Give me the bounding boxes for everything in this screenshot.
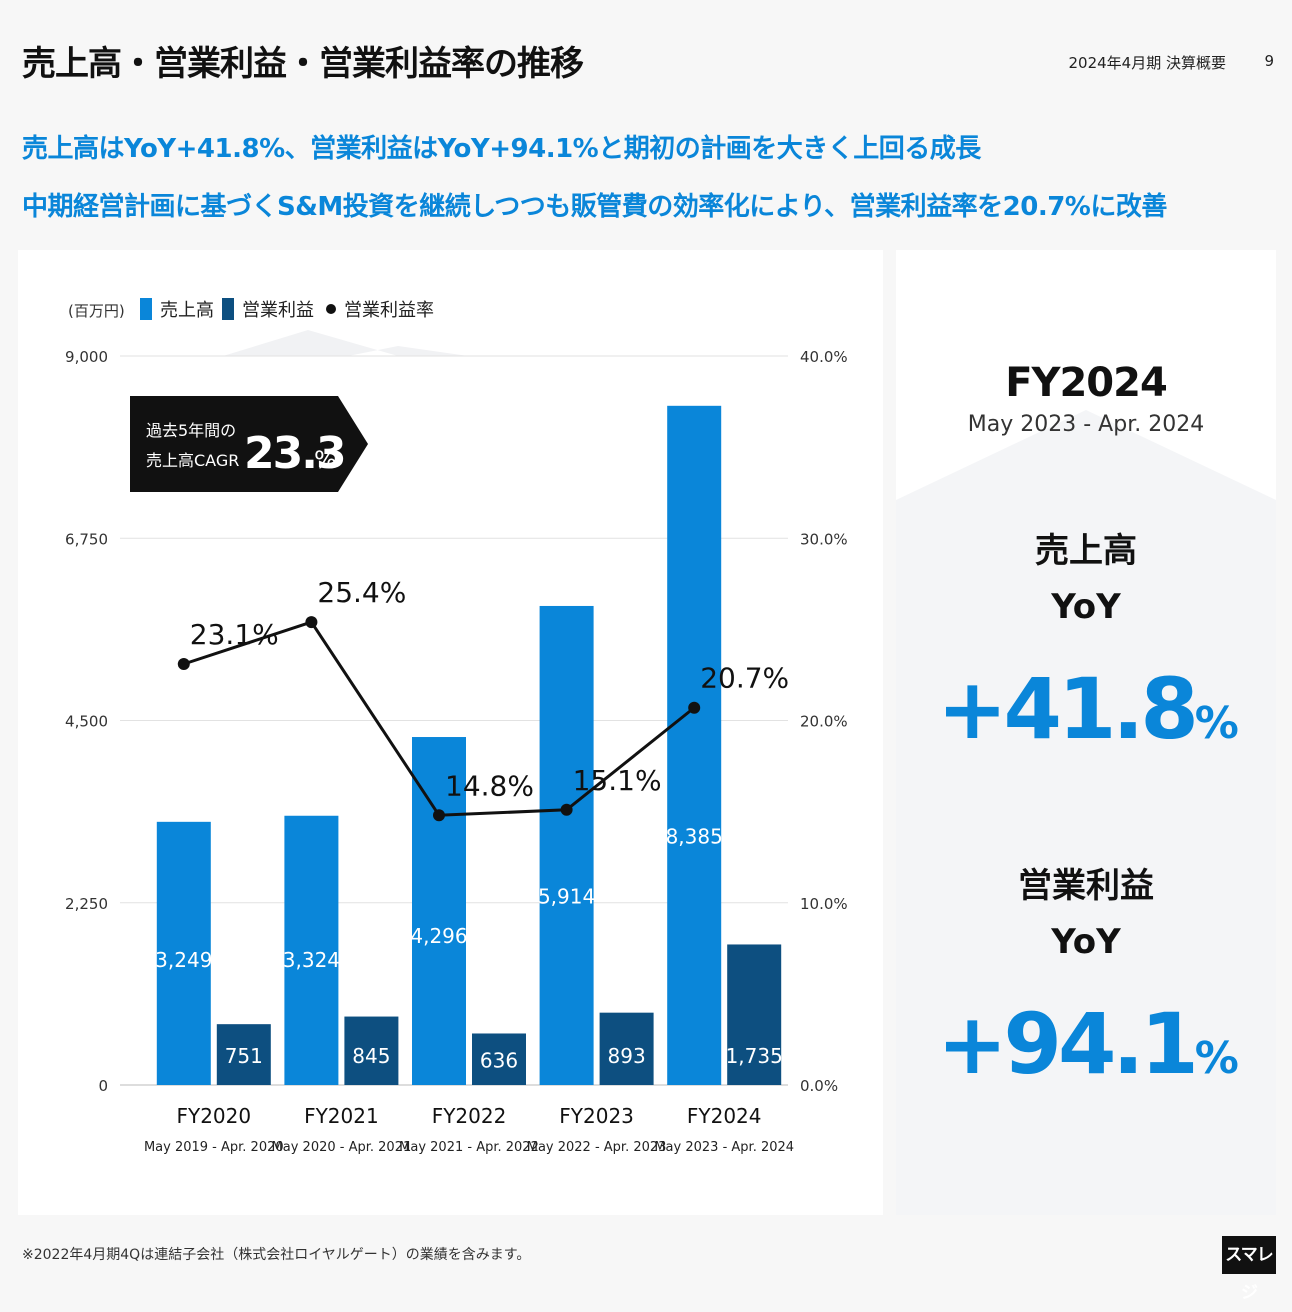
margin-label: 15.1%: [573, 764, 662, 797]
y-right-tick-label: 30.0%: [800, 530, 848, 548]
sales-yoy-number: +41.8: [937, 660, 1199, 758]
x-period-label: May 2019 - Apr. 2020: [144, 1140, 284, 1155]
summary-sales-yoy-value: +41.8%: [896, 660, 1276, 758]
y-right-tick-label: 20.0%: [800, 713, 848, 731]
y-left-tick-label: 4,500: [65, 713, 108, 731]
page-title: 売上高・営業利益・営業利益率の推移: [22, 44, 584, 84]
legend-label: 売上高: [160, 300, 214, 321]
op-yoy-number: +94.1: [937, 995, 1199, 1093]
margin-label: 23.1%: [190, 618, 279, 651]
summary-background: [896, 500, 1276, 1215]
legend-label: 営業利益: [242, 300, 314, 321]
sales-yoy-unit: %: [1194, 698, 1239, 749]
legend-background-shape: [223, 330, 468, 356]
legend-label: 営業利益率: [344, 300, 434, 321]
cagr-callout-value: 23.3: [244, 428, 345, 479]
bar-sales-label: 4,296: [410, 924, 467, 948]
margin-point: [688, 701, 701, 714]
x-tick-label: FY2024: [687, 1104, 762, 1128]
summary-panel: FY2024 May 2023 - Apr. 2024 売上高 YoY +41.…: [896, 250, 1276, 1215]
bar-operating-profit: [472, 1033, 526, 1085]
headline-1: 売上高はYoY+41.8%、営業利益はYoY+94.1%と期初の計画を大きく上回…: [22, 134, 981, 164]
bar-op-label: 636: [480, 1048, 518, 1072]
document-label: 2024年4月期 決算概要: [1068, 54, 1227, 72]
chart-panel: 0 2,250 4,500 6,750 9,000 0.0% 10.0% 20.0% 30.0%…: [18, 250, 883, 1215]
x-period-label: May 2020 - Apr. 2021: [272, 1140, 412, 1155]
margin-point: [177, 658, 190, 671]
margin-point: [305, 616, 318, 629]
summary-fiscal-year: FY2024: [1005, 360, 1168, 406]
bar-op-label: 1,735: [726, 1044, 783, 1068]
summary-op-yoy-label: YoY: [1051, 922, 1121, 962]
company-logo: スマレジ: [1222, 1236, 1276, 1303]
bar-sales: [539, 605, 594, 1085]
bar-operating-profit: [344, 1016, 399, 1085]
margin-point: [560, 803, 573, 816]
legend-swatch: [140, 298, 152, 320]
bar-sales: [667, 405, 722, 1085]
x-period-label: May 2023 - Apr. 2024: [654, 1140, 794, 1155]
y-left-tick-label: 2,250: [65, 895, 108, 913]
x-tick-label: FY2021: [304, 1104, 379, 1128]
bar-sales: [284, 815, 339, 1085]
y-right-tick-label: 10.0%: [800, 895, 848, 913]
bar-sales: [412, 737, 466, 1085]
x-tick-label: FY2022: [432, 1104, 507, 1128]
bar-sales-label: 3,324: [283, 948, 340, 972]
footnote: ※2022年4月期4Qは連結子会社（株式会社ロイヤルゲート）の業績を含みます。: [22, 1247, 531, 1263]
bar-op-label: 893: [608, 1044, 646, 1068]
y-right-tick-label: 0.0%: [800, 1077, 838, 1095]
bar-operating-profit: [599, 1012, 654, 1085]
bar-sales-label: 5,914: [538, 885, 595, 909]
bar-op-label: 751: [225, 1044, 263, 1068]
cagr-callout-unit: %: [314, 446, 337, 474]
y-right-tick-label: 40.0%: [800, 348, 848, 366]
bar-operating-profit: [727, 944, 782, 1085]
bar-sales-label: 3,249: [155, 948, 212, 972]
bar-op-label: 845: [352, 1044, 390, 1068]
revenue-profit-chart: 0 2,250 4,500 6,750 9,000 0.0% 10.0% 20.0% 30.0%…: [65, 298, 848, 1155]
margin-point: [433, 809, 445, 822]
cagr-callout-line2: 売上高CAGR: [146, 451, 239, 470]
margin-label: 25.4%: [317, 576, 406, 609]
summary-op-yoy-value: +94.1%: [896, 995, 1276, 1093]
cagr-callout-box: [130, 396, 368, 492]
bar-sales: [156, 821, 211, 1085]
legend-swatch: [222, 298, 234, 320]
op-yoy-unit: %: [1194, 1033, 1239, 1084]
summary-sales-label: 売上高: [1035, 531, 1137, 571]
margin-label: 14.8%: [445, 769, 534, 802]
x-tick-label: FY2020: [176, 1104, 251, 1128]
legend-marker: [326, 304, 336, 314]
bar-operating-profit: [216, 1024, 271, 1085]
y-left-tick-label: 0: [98, 1077, 108, 1095]
summary-op-label: 営業利益: [1018, 866, 1154, 906]
y-left-tick-label: 9,000: [65, 348, 108, 366]
x-period-label: May 2021 - Apr. 2022: [399, 1140, 539, 1155]
cagr-callout-line1: 過去5年間の: [146, 421, 236, 440]
summary-background-shape: [896, 410, 1276, 500]
page-number: 9: [1264, 52, 1274, 70]
x-tick-label: FY2023: [559, 1104, 634, 1128]
unit-label: (百万円): [68, 302, 125, 320]
bar-sales-label: 8,385: [666, 825, 723, 849]
summary-period: May 2023 - Apr. 2024: [967, 412, 1205, 437]
headline-2: 中期経営計画に基づくS&M投資を継続しつつも販管費の効率化により、営業利益率を2…: [22, 192, 1167, 222]
x-period-label: May 2022 - Apr. 2023: [527, 1140, 667, 1155]
summary-sales-yoy-label: YoY: [1051, 587, 1121, 627]
y-left-tick-label: 6,750: [65, 530, 108, 548]
margin-label: 20.7%: [700, 662, 789, 695]
